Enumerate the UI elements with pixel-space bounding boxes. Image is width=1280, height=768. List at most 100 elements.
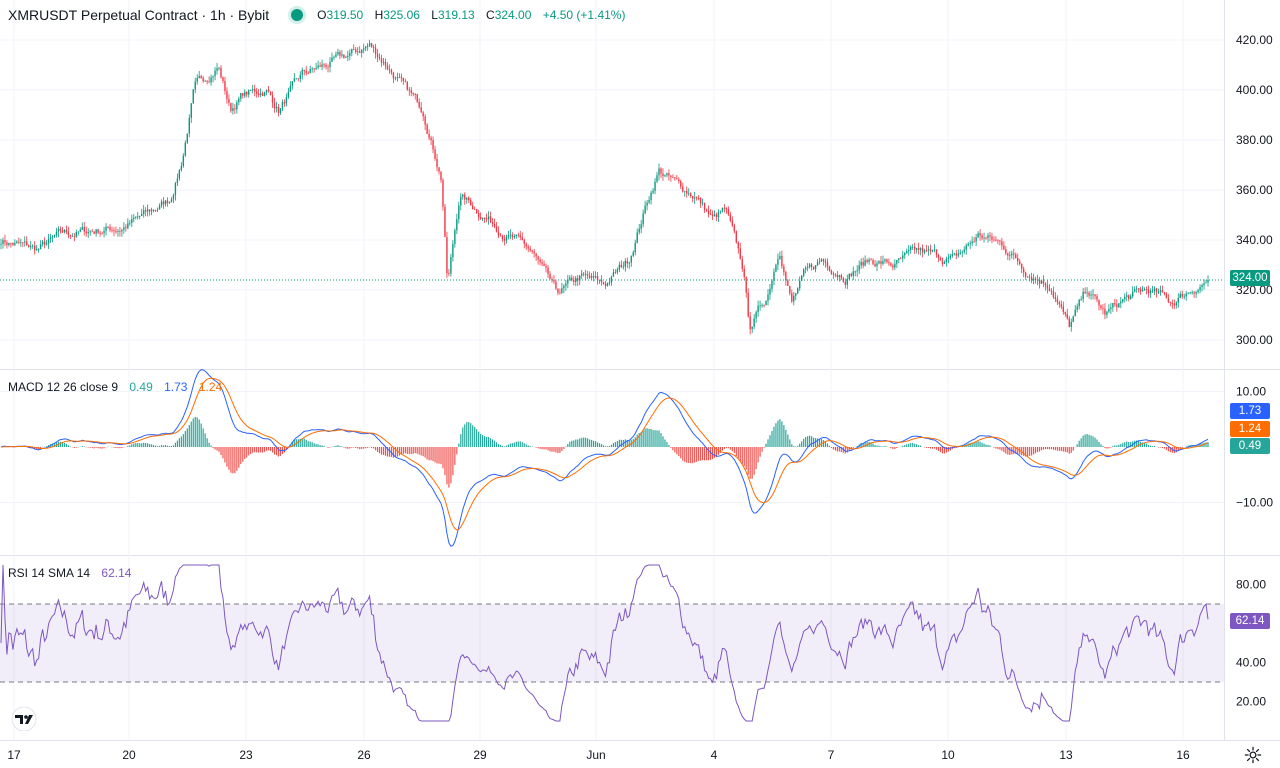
candle-body: [1143, 289, 1146, 290]
candle-body: [662, 173, 664, 177]
x-tick-label: 16: [1176, 748, 1190, 762]
candle-body: [993, 239, 995, 241]
candle-body: [49, 237, 52, 240]
tradingview-logo-icon[interactable]: [9, 707, 39, 731]
candle-body: [818, 261, 821, 263]
candle-body: [1084, 291, 1086, 294]
candle-body: [866, 260, 868, 262]
candle-body: [91, 231, 93, 233]
candle-body: [511, 234, 514, 238]
candle-body: [902, 255, 904, 259]
candle-body: [850, 273, 852, 276]
candle-body: [1009, 255, 1011, 256]
candle-body: [436, 158, 438, 168]
candle-body: [216, 68, 218, 71]
market-status-icon: [291, 9, 304, 21]
candle-body: [331, 57, 333, 62]
candle-body: [1062, 306, 1065, 312]
candle-body: [860, 262, 862, 266]
candle-body: [198, 76, 200, 79]
candle-body: [454, 230, 456, 244]
axes: 17 20 23 26 29 Jun 4 7 10 13 16 300.00 320.00 340.00 3…: [7, 33, 1273, 762]
candle-body: [281, 102, 284, 109]
candle-body: [408, 89, 410, 91]
candle-body: [880, 261, 882, 264]
candle-body: [230, 102, 232, 111]
candle-body: [71, 235, 74, 237]
candle-body: [1056, 299, 1059, 303]
candle-body: [45, 243, 48, 245]
candle-body: [22, 242, 24, 244]
candle-body: [428, 133, 430, 138]
candle-body: [489, 216, 492, 223]
candle-body: [192, 89, 194, 104]
candle-body: [1007, 253, 1009, 256]
candle-body: [1060, 304, 1063, 307]
candle-body: [693, 197, 696, 199]
candle-body: [892, 265, 894, 268]
candle-body: [1120, 301, 1122, 304]
candle-body: [672, 177, 674, 178]
candle-body: [422, 112, 424, 117]
candle-body: [384, 61, 387, 66]
rsi-line: [0, 564, 1209, 722]
candle-body: [959, 252, 961, 254]
high-value: 325.06: [383, 8, 420, 22]
candle-body: [1036, 279, 1039, 281]
x-tick-label: 13: [1059, 748, 1073, 762]
candle-body: [731, 220, 734, 226]
low-label: L: [431, 8, 438, 22]
candle-body: [541, 262, 543, 264]
candle-body: [977, 233, 979, 238]
candle-body: [299, 74, 301, 80]
macd-pane: [0, 369, 1209, 547]
candle-body: [1017, 257, 1019, 262]
candle-body: [158, 205, 161, 210]
candle-body: [923, 250, 926, 253]
ohlc-values: O319.50 H325.06 L319.13 C324.00 +4.50 (+…: [317, 8, 633, 22]
candle-body: [636, 232, 638, 243]
candle-body: [691, 196, 694, 199]
candle-body: [703, 202, 706, 210]
candle-body: [180, 166, 183, 171]
candle-body: [711, 214, 714, 217]
candle-body: [35, 249, 38, 251]
candle-body: [509, 234, 512, 236]
candle-body: [650, 192, 652, 201]
candle-body: [937, 255, 940, 258]
candle-body: [1189, 292, 1191, 294]
candle-body: [596, 276, 599, 281]
macd-legend[interactable]: MACD 12 26 close 9 0.49 1.73 1.24: [8, 380, 222, 394]
candle-body: [1026, 276, 1029, 278]
candle-body: [1116, 304, 1118, 308]
candle-body: [382, 61, 385, 63]
candle-body: [628, 262, 630, 264]
candle-body: [594, 276, 597, 278]
candle-body: [224, 81, 226, 91]
rsi-legend[interactable]: RSI 14 SMA 14 62.14: [8, 566, 131, 580]
candle-body: [63, 230, 66, 233]
candle-body: [152, 209, 155, 211]
candle-body: [1161, 290, 1164, 293]
candle-body: [577, 278, 579, 281]
candle-body: [553, 280, 555, 282]
candle-body: [991, 236, 993, 240]
candle-body: [1040, 280, 1043, 284]
candle-body: [242, 93, 244, 96]
candle-body: [317, 65, 319, 68]
gear-icon[interactable]: [1244, 746, 1262, 764]
candle-body: [285, 97, 288, 104]
candle-body: [133, 217, 135, 219]
candle-body: [1096, 296, 1098, 300]
candle-body: [751, 326, 753, 330]
candle-body: [682, 186, 684, 192]
candle-body: [244, 91, 246, 96]
candle-body: [43, 241, 46, 245]
open-label: O: [317, 8, 327, 22]
candle-body: [1131, 291, 1134, 297]
x-tick-label: 26: [357, 748, 371, 762]
candle-body: [291, 81, 294, 86]
symbol-title[interactable]: XMRUSDT Perpetual Contract · 1h · Bybit: [8, 7, 270, 23]
candle-body: [900, 258, 902, 260]
